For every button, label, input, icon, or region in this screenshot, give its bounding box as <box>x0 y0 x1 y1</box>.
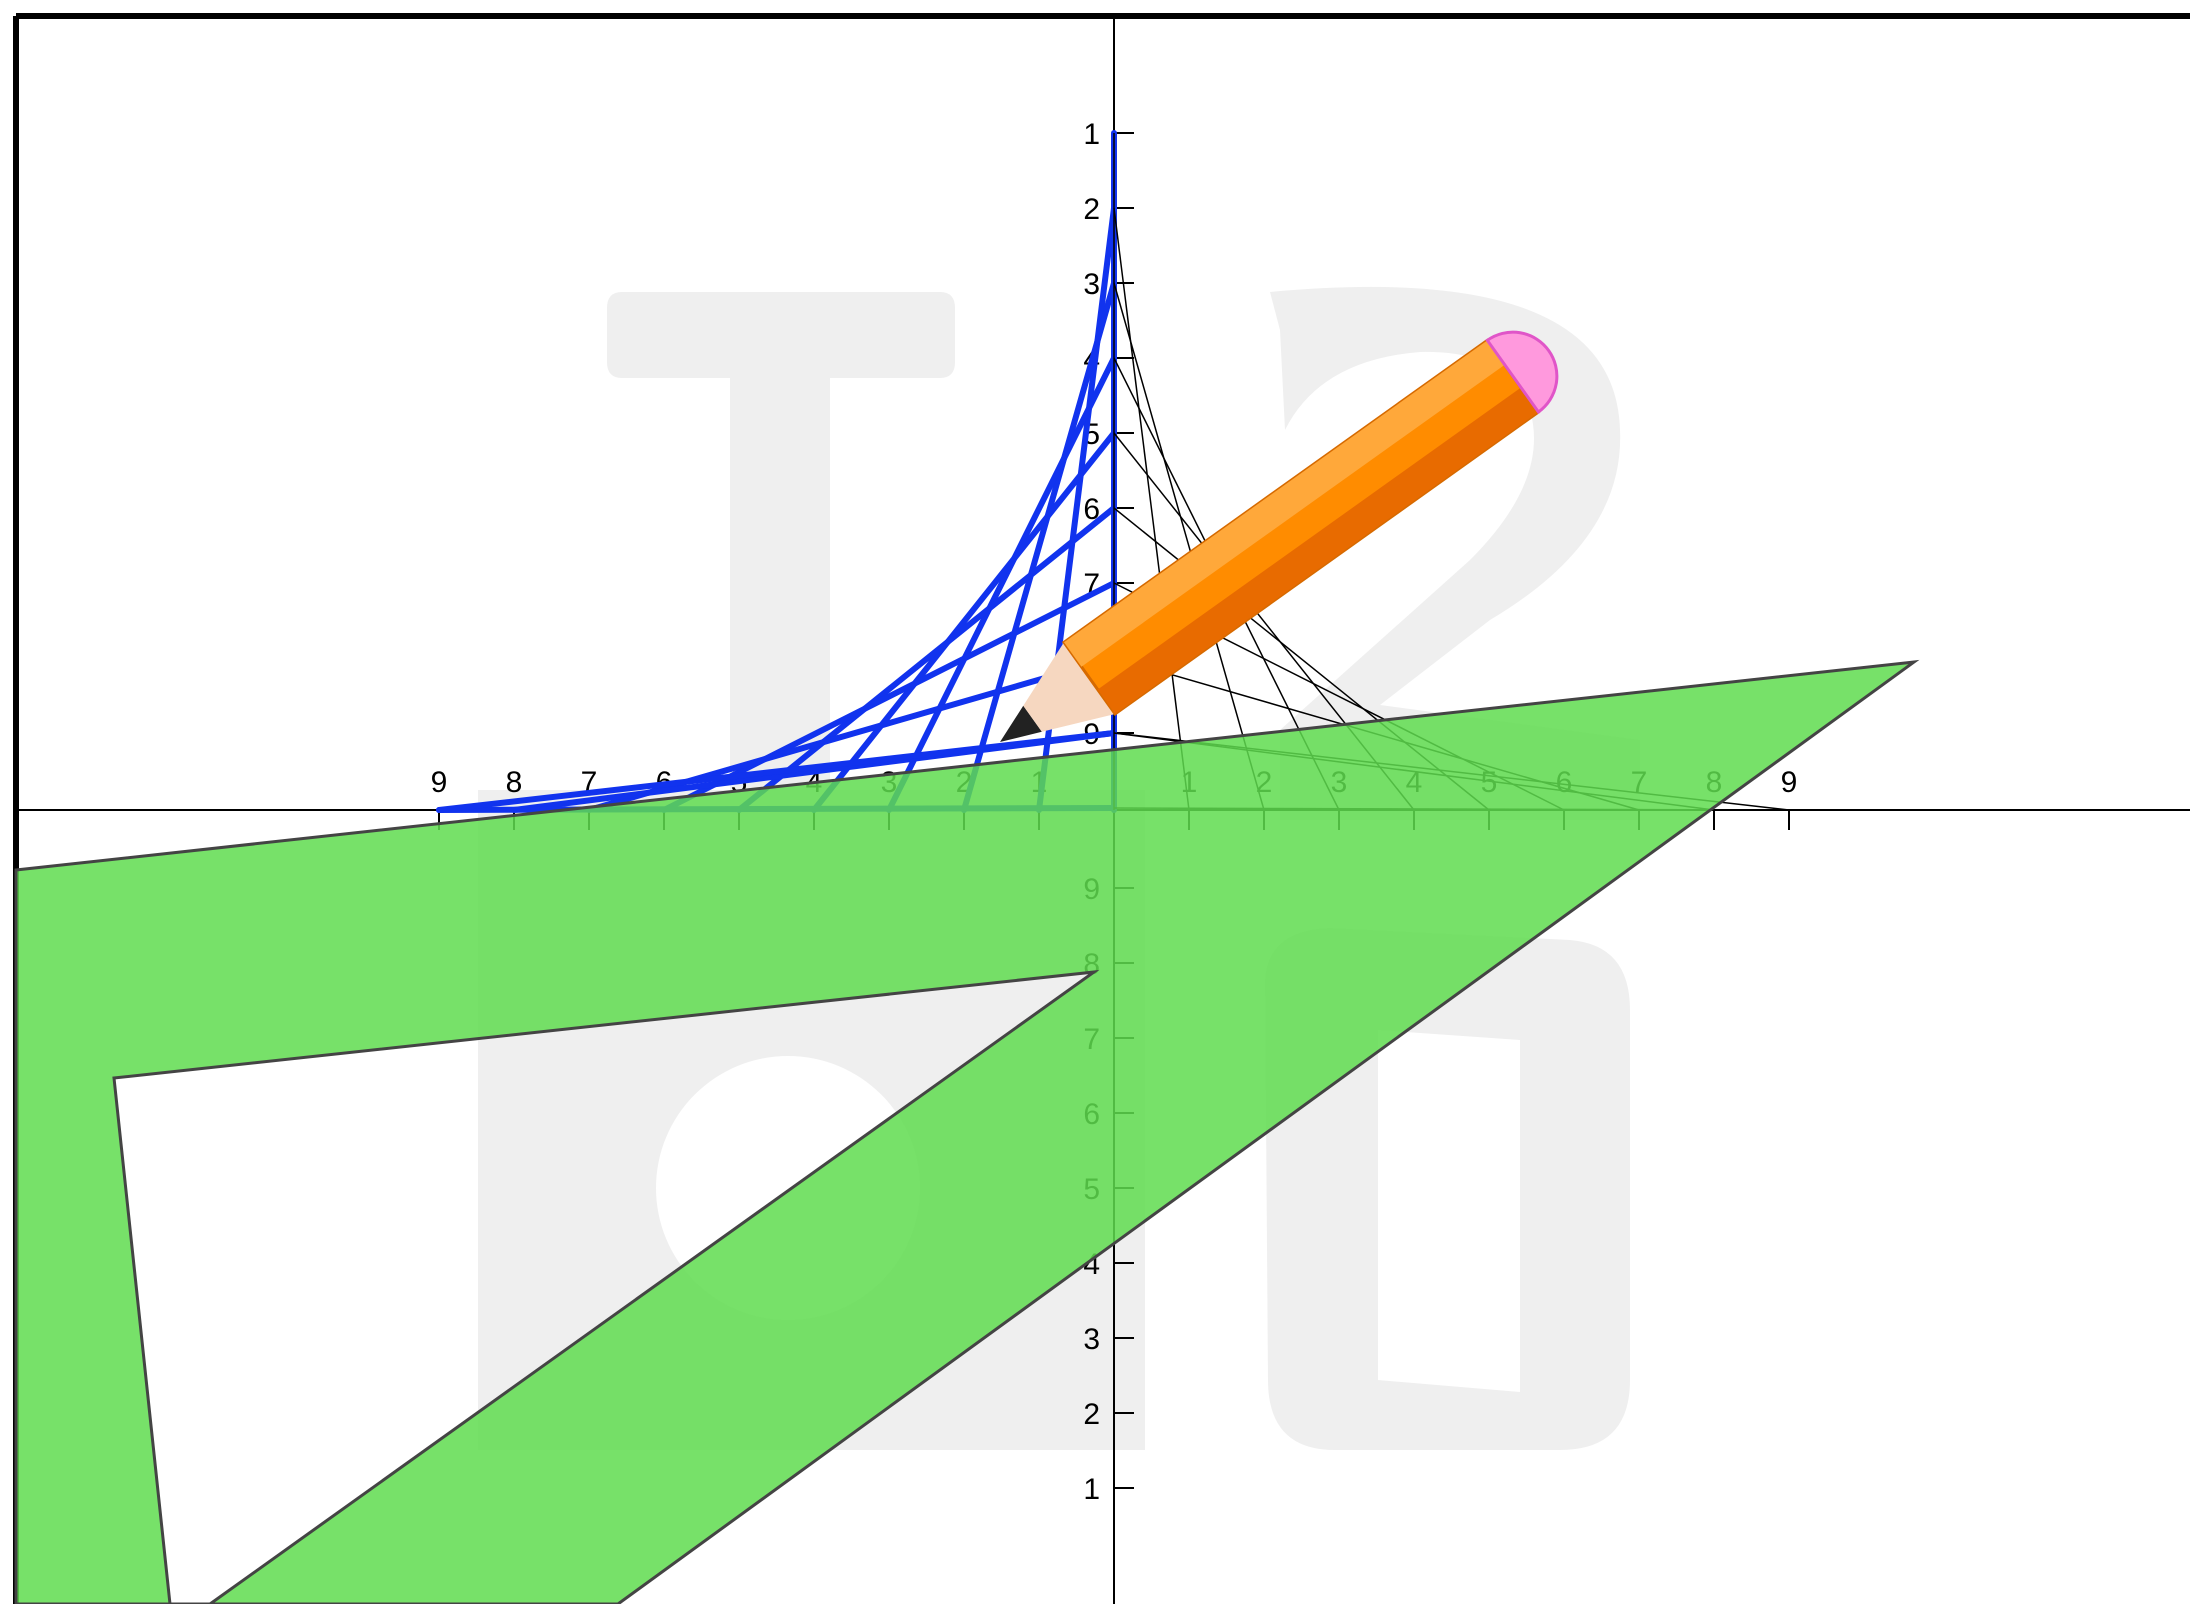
string-line-left <box>661 580 1117 813</box>
string-line-left <box>436 730 1117 813</box>
watermark-digit-2 <box>1270 286 1640 821</box>
set-square-body <box>14 659 1920 1604</box>
string-line-left <box>736 505 1117 813</box>
x-tick-label: 9 <box>431 766 448 799</box>
string-line-left <box>811 430 1117 813</box>
x-tick-label: 8 <box>506 766 523 799</box>
pencil-wood <box>1023 642 1116 732</box>
set-square <box>14 659 1920 1604</box>
pencil <box>1000 330 1559 742</box>
string-line-right <box>1113 282 1265 811</box>
y-tick-label: 2 <box>1083 193 1100 226</box>
y-tick-label: 1 <box>1083 1473 1100 1506</box>
string-line-left <box>961 280 1117 813</box>
y-tick-label: 6 <box>1083 493 1100 526</box>
y-tick-label: 1 <box>1083 118 1100 151</box>
y-tick-label: 2 <box>1083 1398 1100 1431</box>
pencil-lead <box>1000 705 1042 742</box>
y-tick-label: 3 <box>1083 268 1100 301</box>
pencil-eraser <box>1485 330 1559 415</box>
x-tick-label: 9 <box>1781 766 1798 799</box>
string-line-left <box>886 355 1117 813</box>
y-tick-label: 3 <box>1083 1323 1100 1356</box>
watermark-letter-t <box>607 292 955 800</box>
pencil-body-shadow <box>1097 387 1539 714</box>
string-line-right <box>1113 207 1190 811</box>
pencil-body-highlight <box>1064 340 1505 667</box>
